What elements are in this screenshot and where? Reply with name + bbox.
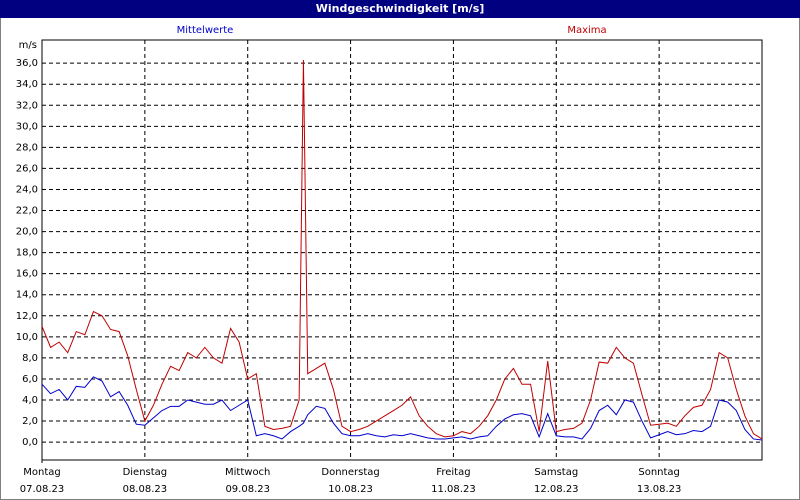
y-tick-label: 6,0 (22, 374, 38, 385)
x-tick-date: 09.08.23 (225, 484, 270, 495)
y-tick-label: 28,0 (16, 142, 38, 153)
y-tick-label: 34,0 (16, 79, 38, 90)
y-tick-label: 16,0 (16, 269, 38, 280)
y-tick-label: 26,0 (16, 163, 38, 174)
x-tick-label: Donnerstag (321, 467, 379, 478)
x-tick-label: Mittwoch (225, 467, 270, 478)
y-tick-label: 12,0 (16, 311, 38, 322)
y-tick-label: 8,0 (22, 353, 38, 364)
data-line (41, 376, 763, 441)
y-tick-label: 36,0 (16, 58, 38, 69)
x-tick-date: 10.08.23 (328, 484, 373, 495)
y-tick-label: 32,0 (16, 100, 38, 111)
x-tick-label: Samstag (534, 467, 578, 478)
y-tick-label: 20,0 (16, 227, 38, 238)
y-tick-label: 30,0 (16, 121, 38, 132)
title-bar (0, 0, 800, 18)
x-tick-date: 11.08.23 (431, 484, 476, 495)
plot-frame (41, 39, 763, 461)
x-tick-date: 12.08.23 (534, 484, 579, 495)
y-tick-label: 24,0 (16, 184, 38, 195)
chart-title: Windgeschwindigkeit [m/s] (316, 2, 485, 15)
y-tick-label: 22,0 (16, 206, 38, 217)
x-tick-label: Sonntag (638, 467, 680, 478)
legend-entry: Maxima (567, 25, 606, 36)
y-tick-label: 14,0 (16, 290, 38, 301)
y-tick-label: 0,0 (22, 437, 38, 448)
y-tick-label: 10,0 (16, 332, 38, 343)
y-tick-label: 2,0 (22, 416, 38, 427)
y-tick-label: 4,0 (22, 395, 38, 406)
y-tick-label: 18,0 (16, 248, 38, 259)
x-tick-label: Montag (23, 467, 60, 478)
x-tick-label: Freitag (436, 467, 470, 478)
legend-entry: Mittelwerte (177, 25, 234, 36)
y-unit: m/s (19, 40, 37, 51)
x-tick-date: 13.08.23 (637, 484, 682, 495)
x-tick-label: Dienstag (123, 467, 168, 478)
x-tick-date: 07.08.23 (20, 484, 65, 495)
data-line (41, 59, 763, 440)
x-tick-date: 08.08.23 (123, 484, 168, 495)
